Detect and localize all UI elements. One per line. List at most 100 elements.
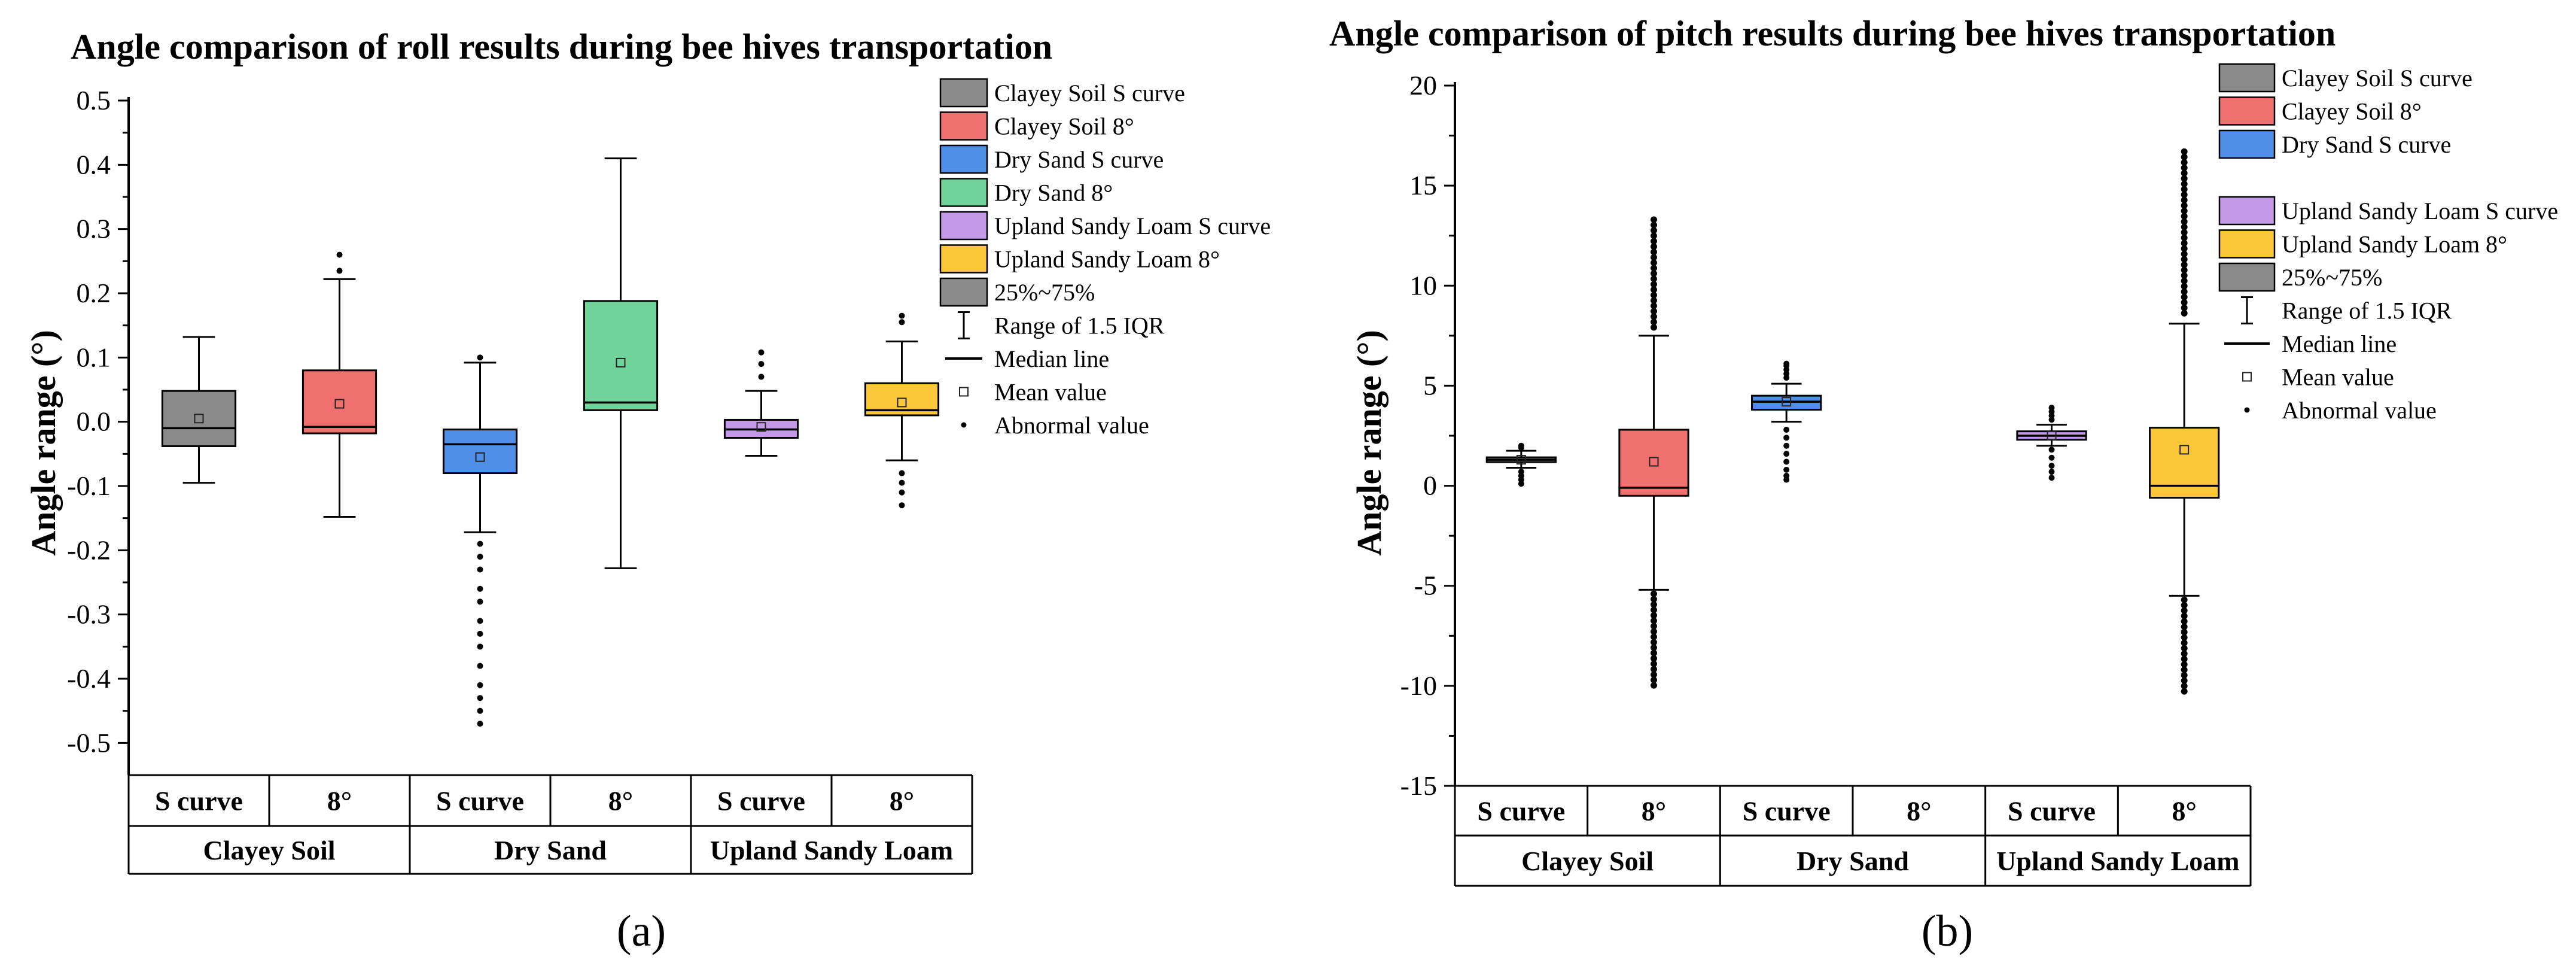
outlier-point	[2181, 207, 2188, 214]
outlier-point	[2181, 299, 2188, 306]
outlier-point	[2181, 293, 2188, 300]
plot-area: 20 15 10 5 0 -5 -10 -15	[1400, 70, 2220, 801]
outlier-point	[2181, 655, 2188, 663]
outlier-point	[1651, 259, 1657, 266]
y-axis-label: Angle range (°)	[1350, 330, 1389, 556]
legend-mean-icon	[2242, 372, 2252, 382]
y-tick-label: 5	[1423, 370, 1437, 400]
outlier-point	[1651, 676, 1657, 684]
y-tick-label: -0.2	[67, 534, 111, 565]
outlier-point	[2181, 277, 2188, 284]
mean-marker	[897, 397, 907, 408]
outlier-point	[1783, 435, 1790, 441]
outlier-point	[1651, 318, 1657, 326]
outlier-point	[1783, 451, 1790, 457]
outlier-point	[1651, 682, 1657, 689]
box-series	[2016, 405, 2087, 481]
outlier-point	[2181, 666, 2188, 673]
legend-entry: 25%~75%	[939, 277, 1095, 307]
category-label: S curve	[436, 786, 524, 816]
legend-swatch	[2218, 196, 2276, 226]
outlier-point	[2181, 169, 2188, 177]
legend-label: Upland Sandy Loam 8°	[994, 246, 1220, 273]
outlier-point	[1651, 622, 1657, 630]
outlier-point	[1651, 265, 1657, 272]
outlier-point	[2181, 623, 2188, 630]
y-tick-label: 0.4	[77, 149, 111, 180]
y-axis-label: Angle range (°)	[24, 330, 63, 556]
outlier-point	[1651, 601, 1657, 608]
legend-entry: Dry Sand 8°	[939, 178, 1113, 207]
outlier-point	[2048, 469, 2055, 475]
category-label: 8°	[608, 786, 633, 816]
outlier-point	[1651, 660, 1657, 667]
outlier-point	[2181, 153, 2188, 160]
outlier-point	[2181, 661, 2188, 668]
y-tick-label: -15	[1400, 770, 1437, 801]
outlier-point	[477, 585, 483, 592]
box-series	[161, 336, 237, 484]
outlier-point	[2181, 229, 2188, 236]
outlier-point	[899, 470, 905, 476]
outlier-point	[2181, 672, 2188, 679]
outlier-point	[1651, 655, 1657, 662]
group-label: Clayey Soil	[203, 835, 335, 865]
legend-entry: Range of 1.5 IQR	[2241, 296, 2452, 324]
outlier-point	[2048, 405, 2055, 411]
y-tick-label: -0.4	[67, 663, 111, 694]
outlier-point	[1783, 360, 1790, 367]
outlier-point	[1651, 216, 1657, 223]
y-tick-label: 0.5	[77, 85, 111, 116]
outlier-point	[1651, 628, 1657, 635]
category-label: S curve	[155, 786, 243, 816]
outlier-point	[2181, 180, 2188, 187]
legend-entry: Abnormal value	[2244, 397, 2437, 424]
outlier-point	[2181, 234, 2188, 241]
iqr-box	[583, 300, 659, 411]
category-label: S curve	[1477, 796, 1565, 827]
mean-marker	[334, 399, 345, 409]
category-label: 8°	[890, 786, 914, 816]
panel-label: (b)	[1922, 907, 1973, 956]
y-tick-label: 15	[1409, 170, 1437, 201]
legend-dot-icon	[2244, 407, 2250, 413]
outlier-point	[2048, 454, 2055, 461]
outlier-point	[1651, 270, 1657, 277]
iqr-box	[302, 369, 377, 435]
outlier-point	[1651, 221, 1657, 229]
outlier-point	[1651, 590, 1657, 597]
mean-marker	[616, 357, 626, 367]
legend-label: Mean value	[2282, 364, 2394, 391]
y-tick-label: 0	[1423, 470, 1437, 501]
legend-entry: Upland Sandy Loam S curve	[939, 211, 1271, 241]
box-series	[2149, 148, 2220, 695]
outlier-point	[2181, 164, 2188, 171]
outlier-point	[477, 643, 483, 650]
legend-label: 25%~75%	[2282, 264, 2382, 291]
y-tick-label: -0.1	[67, 470, 111, 501]
outlier-point	[1651, 606, 1657, 613]
legend: Clayey Soil S curve Clayey Soil 8° Dry San…	[2218, 63, 2558, 424]
outlier-point	[2181, 688, 2188, 695]
outlier-point	[2181, 677, 2188, 684]
legend-swatch	[939, 111, 988, 141]
outlier-point	[2181, 159, 2188, 166]
outlier-point	[477, 540, 483, 547]
legend-label: Dry Sand 8°	[994, 180, 1113, 206]
group-label: Dry Sand	[494, 835, 607, 865]
outlier-point	[1651, 291, 1657, 299]
legend-entry: Clayey Soil S curve	[939, 78, 1185, 108]
legend-entry: Clayey Soil 8°	[939, 111, 1134, 141]
outlier-point	[1651, 243, 1657, 250]
outlier-point	[1783, 476, 1790, 483]
outlier-point	[2181, 682, 2188, 690]
outlier-point	[477, 554, 483, 560]
mean-marker	[1649, 457, 1659, 467]
outlier-point	[2181, 250, 2188, 257]
outlier-point	[477, 721, 483, 727]
outlier-point	[2181, 634, 2188, 641]
legend-entry: Dry Sand S curve	[939, 144, 1164, 174]
outlier-point	[1518, 445, 1524, 451]
outlier-point	[1651, 324, 1657, 331]
legend-swatch	[939, 277, 988, 307]
